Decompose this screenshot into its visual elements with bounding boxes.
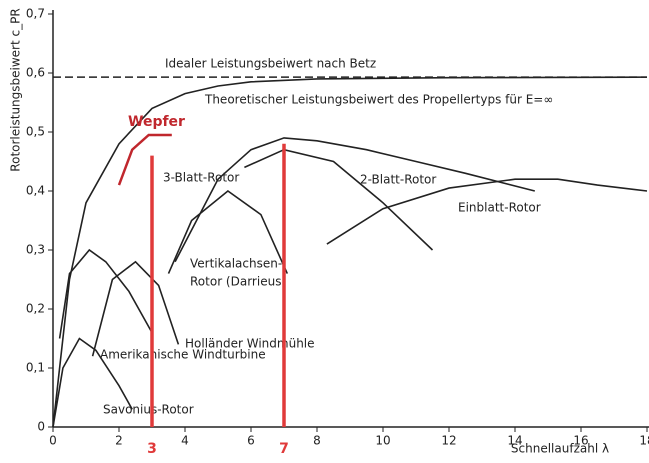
x-tick-label: 4: [181, 434, 189, 448]
series-label: Savonius-Rotor: [103, 403, 194, 417]
series-line: [52, 337, 133, 428]
x-tick-label: 0: [49, 434, 57, 448]
series-line: [58, 248, 153, 339]
series-line: [117, 133, 172, 186]
series-label: Idealer Leistungsbeiwert nach Betz: [165, 57, 376, 71]
y-tick-label: 0,2: [26, 302, 45, 316]
y-tick-label: 0,6: [26, 66, 45, 80]
series-label: 2-Blatt-Rotor: [360, 173, 436, 187]
series-label: Einblatt-Rotor: [458, 201, 541, 215]
y-tick-label: 0,4: [26, 184, 45, 198]
series-label: Amerikanische Windturbine: [100, 348, 266, 362]
series-line: [167, 189, 289, 274]
y-tick-label: 0,3: [26, 243, 45, 257]
y-tick-label: 0,5: [26, 125, 45, 139]
series-line: [174, 137, 535, 263]
series-label: Wepfer: [128, 114, 185, 130]
y-tick-label: 0,7: [26, 7, 45, 21]
series-line: [326, 178, 648, 245]
series-label: Theoretischer Leistungsbeiwert des Prope…: [204, 93, 553, 107]
series-line: [91, 260, 180, 357]
x-tick-label: 12: [441, 434, 456, 448]
series-label: Rotor (Darrieus): [190, 275, 286, 289]
x-tick-label: 16: [573, 434, 588, 448]
x-tick-label: 2: [115, 434, 123, 448]
y-axis-label: Rotorleistungsbeiwert c_PR: [9, 8, 23, 171]
x-axis-label: Schnellaufzahl λ: [511, 442, 609, 456]
y-tick-label: 0,1: [26, 361, 45, 375]
series-label: Vertikalachsen-: [190, 257, 282, 271]
y-tick-label: 0: [37, 420, 45, 434]
marker-label: 7: [279, 441, 289, 457]
series-label: 3-Blatt-Rotor: [163, 171, 239, 185]
x-tick-label: 18: [639, 434, 649, 448]
x-tick-label: 14: [507, 434, 522, 448]
series-line: [52, 76, 648, 428]
x-tick-label: 8: [313, 434, 321, 448]
marker-label: 3: [147, 441, 157, 457]
x-tick-label: 6: [247, 434, 255, 448]
series-line: [244, 148, 434, 251]
series-label: Holländer Windmühle: [185, 337, 315, 351]
x-tick-label: 10: [375, 434, 390, 448]
